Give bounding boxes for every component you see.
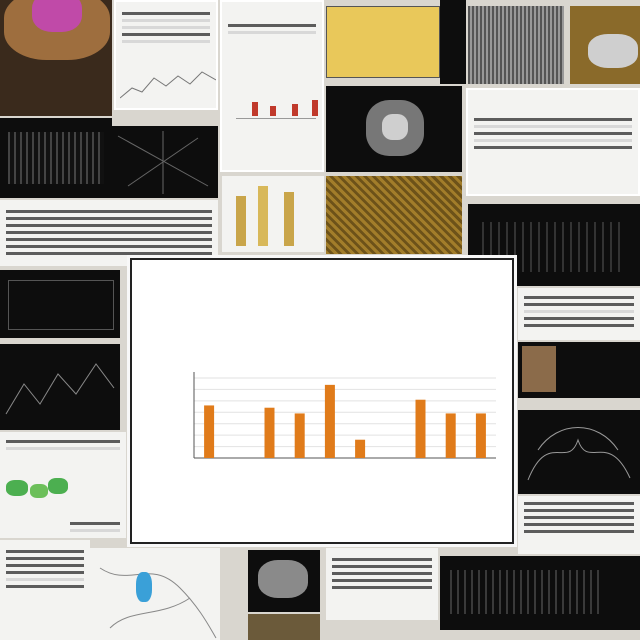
tile-document-2 [220, 0, 324, 172]
tile-text-block-right-2 [518, 496, 640, 554]
tile-yellow-panel [326, 6, 440, 78]
tile-brain-image [248, 550, 320, 612]
bar [475, 413, 486, 458]
bar [355, 439, 366, 458]
tile-field-image [570, 6, 640, 84]
tile-spiral-image [326, 86, 462, 172]
tile-bottle-image [222, 176, 324, 252]
tile-text-block-right [518, 288, 640, 340]
tile-pollen-image [0, 0, 112, 116]
tile-bottom-strip [248, 614, 320, 640]
tile-dark-strip-top [440, 0, 466, 84]
tile-text-block-bottom [326, 548, 438, 620]
tile-plant-diagram [518, 410, 640, 494]
tile-text-block-left-2 [0, 432, 126, 464]
tile-text-block-left [0, 200, 218, 266]
bar [415, 399, 426, 458]
tile-leaf-image [0, 464, 126, 538]
bar [204, 405, 215, 458]
tile-text-block-left-3 [0, 540, 90, 640]
tile-document-1 [114, 0, 218, 110]
tile-dark-left-3 [0, 344, 120, 430]
tile-dark-bottom-right [440, 556, 640, 630]
chart-panel [130, 258, 514, 544]
tile-dark-right-2 [518, 342, 640, 398]
bar-chart [193, 372, 496, 459]
bar [324, 384, 335, 458]
tile-gold-texture [326, 176, 462, 254]
bar [445, 413, 456, 458]
tile-dark-left [0, 118, 112, 198]
bar [294, 413, 305, 458]
tile-dark-mid [108, 126, 218, 198]
bar [264, 407, 275, 458]
tile-document-3 [466, 88, 640, 196]
tile-dark-left-2 [0, 270, 120, 338]
tile-anatomy-sketch [90, 548, 220, 640]
tile-striped-image [468, 6, 564, 84]
